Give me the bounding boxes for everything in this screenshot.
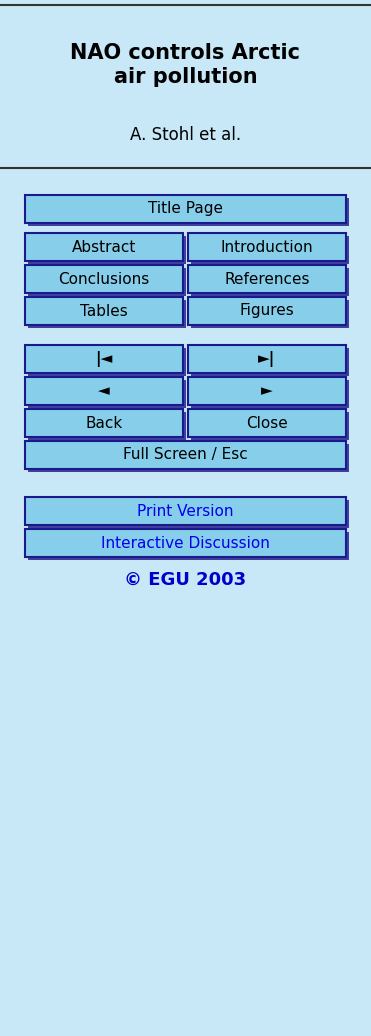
Polygon shape: [191, 300, 349, 328]
Polygon shape: [25, 195, 346, 223]
Polygon shape: [25, 377, 183, 405]
Text: Title Page: Title Page: [148, 201, 223, 217]
Text: Figures: Figures: [240, 304, 294, 318]
Polygon shape: [28, 198, 349, 226]
Polygon shape: [191, 236, 349, 264]
Text: ►|: ►|: [258, 351, 276, 367]
Polygon shape: [28, 268, 186, 296]
Text: Back: Back: [85, 415, 123, 431]
Text: Introduction: Introduction: [221, 239, 313, 255]
Polygon shape: [25, 529, 346, 557]
Polygon shape: [25, 297, 183, 325]
Text: |◄: |◄: [95, 351, 113, 367]
Text: ►: ►: [261, 383, 273, 399]
Polygon shape: [188, 409, 346, 437]
Polygon shape: [25, 345, 183, 373]
Text: Close: Close: [246, 415, 288, 431]
Polygon shape: [188, 377, 346, 405]
Polygon shape: [28, 380, 186, 408]
Text: NAO controls Arctic
air pollution: NAO controls Arctic air pollution: [70, 44, 301, 87]
Text: Interactive Discussion: Interactive Discussion: [101, 536, 270, 550]
Polygon shape: [28, 533, 349, 560]
Polygon shape: [25, 265, 183, 293]
Polygon shape: [191, 412, 349, 440]
Polygon shape: [28, 412, 186, 440]
Text: Abstract: Abstract: [72, 239, 136, 255]
Polygon shape: [188, 265, 346, 293]
Text: © EGU 2003: © EGU 2003: [124, 571, 247, 589]
Polygon shape: [28, 236, 186, 264]
Polygon shape: [25, 441, 346, 469]
Polygon shape: [28, 348, 186, 376]
Polygon shape: [28, 444, 349, 472]
Polygon shape: [25, 497, 346, 525]
Polygon shape: [25, 409, 183, 437]
Text: References: References: [224, 271, 310, 287]
Polygon shape: [188, 345, 346, 373]
Polygon shape: [25, 233, 183, 261]
Text: Tables: Tables: [80, 304, 128, 318]
Text: A. Stohl et al.: A. Stohl et al.: [130, 126, 241, 144]
Polygon shape: [191, 268, 349, 296]
Polygon shape: [191, 348, 349, 376]
Text: ◄: ◄: [98, 383, 110, 399]
Polygon shape: [28, 500, 349, 528]
Polygon shape: [28, 300, 186, 328]
Text: Print Version: Print Version: [137, 503, 234, 518]
Text: Full Screen / Esc: Full Screen / Esc: [123, 448, 248, 462]
Polygon shape: [188, 233, 346, 261]
Polygon shape: [191, 380, 349, 408]
Polygon shape: [188, 297, 346, 325]
Text: Conclusions: Conclusions: [58, 271, 150, 287]
